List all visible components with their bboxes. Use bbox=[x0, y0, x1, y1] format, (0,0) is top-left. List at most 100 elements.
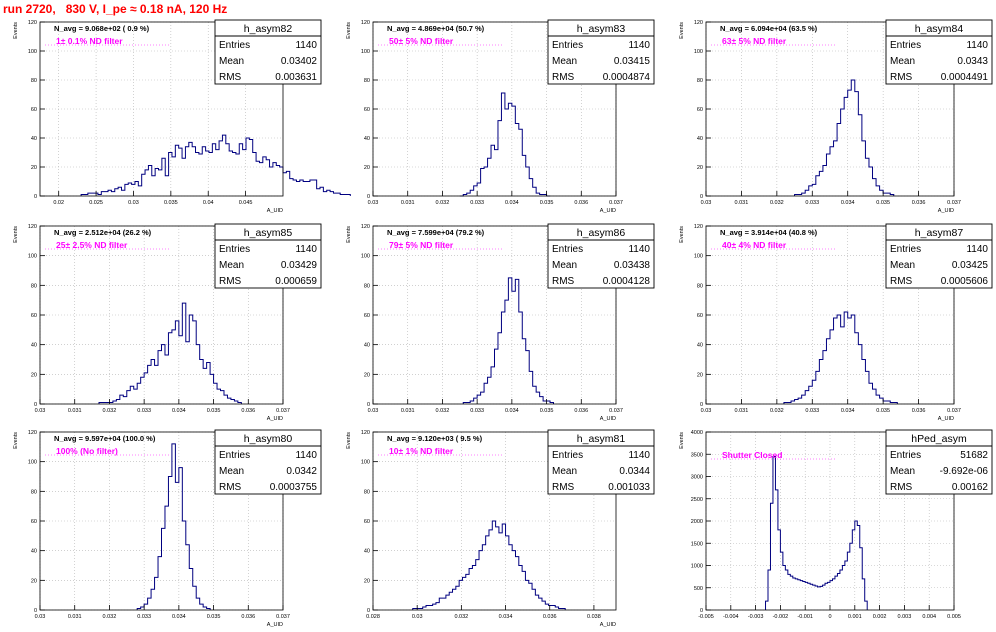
stats-box-frame bbox=[547, 19, 655, 85]
x-tick-label: 0.034 bbox=[841, 408, 855, 414]
y-tick-label: 80 bbox=[31, 283, 37, 289]
y-tick-label: 120 bbox=[28, 224, 37, 230]
stat-label: Mean bbox=[219, 56, 244, 67]
x-tick-label: 0.03 bbox=[35, 408, 46, 414]
y-tick-label: 20 bbox=[31, 372, 37, 378]
x-axis-title: A_UID bbox=[938, 208, 954, 214]
histogram-panel-h_asym81: 0.028 0.03 0.032 0.034 0.036 0.038 0 20 40 60 80 10… bbox=[346, 429, 655, 628]
x-tick-label: -0.003 bbox=[748, 614, 764, 620]
y-tick-label: 0 bbox=[700, 402, 703, 408]
y-tick-label: 60 bbox=[31, 313, 37, 319]
y-tick-label: 100 bbox=[28, 460, 37, 466]
x-tick-label: 0.033 bbox=[805, 408, 819, 414]
x-tick-label: 0.036 bbox=[912, 200, 926, 206]
x-tick-label: 0.03 bbox=[701, 408, 712, 414]
x-tick-label: 0.025 bbox=[89, 200, 103, 206]
navg-label: N_avg = 9.597e+04 (100.0 %) bbox=[54, 434, 156, 443]
stat-value: 0.0004491 bbox=[941, 72, 989, 83]
histogram-name: h_asym85 bbox=[244, 227, 293, 239]
y-axis-title: Events bbox=[679, 432, 685, 449]
x-tick-label: -0.004 bbox=[723, 614, 739, 620]
stat-label: Entries bbox=[552, 450, 583, 461]
x-tick-label: 0.002 bbox=[873, 614, 887, 620]
x-tick-label: -0.005 bbox=[698, 614, 714, 620]
x-tick-label: 0.033 bbox=[470, 200, 484, 206]
y-tick-label: 100 bbox=[694, 254, 703, 260]
histogram-series bbox=[412, 520, 566, 610]
x-tick-label: 0.035 bbox=[540, 408, 554, 414]
x-tick-label: 0.04 bbox=[203, 200, 214, 206]
y-tick-label: 0 bbox=[34, 194, 37, 200]
y-tick-label: 80 bbox=[364, 489, 370, 495]
stat-value: 0.0342 bbox=[286, 466, 317, 477]
filter-label: 63± 5% ND filter bbox=[722, 36, 787, 46]
x-axis-title: A_UID bbox=[267, 208, 283, 214]
y-tick-label: 0 bbox=[367, 608, 370, 614]
y-tick-label: 60 bbox=[364, 519, 370, 525]
y-tick-label: 40 bbox=[31, 343, 37, 349]
histogram-name: h_asym83 bbox=[577, 23, 626, 35]
stat-label: RMS bbox=[890, 276, 913, 287]
y-tick-label: 80 bbox=[697, 78, 703, 84]
x-axis-title: A_UID bbox=[267, 416, 283, 422]
stat-label: Mean bbox=[890, 466, 915, 477]
histogram-series bbox=[80, 134, 351, 196]
stat-value: 0.03429 bbox=[281, 260, 318, 271]
x-tick-label: 0.035 bbox=[207, 614, 221, 620]
y-tick-label: 2000 bbox=[691, 519, 703, 525]
stat-value: 1140 bbox=[295, 40, 317, 51]
histogram-panel-h_asym86: 0.03 0.031 0.032 0.033 0.034 0.035 0.036 0.037 0… bbox=[346, 223, 655, 422]
x-tick-label: 0.037 bbox=[609, 408, 623, 414]
x-tick-label: 0.036 bbox=[241, 408, 255, 414]
y-axis-title: Events bbox=[13, 432, 19, 449]
y-tick-label: 120 bbox=[361, 224, 370, 230]
x-tick-label: 0.033 bbox=[470, 408, 484, 414]
y-tick-label: 20 bbox=[31, 578, 37, 584]
stat-label: Entries bbox=[890, 244, 921, 255]
histogram-name: hPed_asym bbox=[911, 433, 967, 445]
stat-value: 0.0004874 bbox=[603, 72, 651, 83]
x-tick-label: 0.034 bbox=[505, 200, 519, 206]
x-tick-label: 0.035 bbox=[876, 408, 890, 414]
stat-label: RMS bbox=[219, 72, 242, 83]
y-axis-title: Events bbox=[346, 226, 352, 243]
navg-label: N_avg = 7.599e+04 (79.2 %) bbox=[387, 228, 485, 237]
stat-value: 1140 bbox=[628, 450, 650, 461]
y-tick-label: 40 bbox=[697, 136, 703, 142]
stat-value: 0.03415 bbox=[614, 56, 651, 67]
y-tick-label: 0 bbox=[367, 194, 370, 200]
stat-value: 0.0344 bbox=[619, 466, 650, 477]
x-tick-label: 0.036 bbox=[574, 408, 588, 414]
stats-box: h_asym80 Entries 1140 Mean 0.0342 RMS 0.000375… bbox=[214, 429, 322, 495]
stat-label: Mean bbox=[552, 466, 577, 477]
y-tick-label: 0 bbox=[34, 402, 37, 408]
histogram-name: h_asym80 bbox=[244, 433, 293, 445]
stat-label: Entries bbox=[219, 244, 250, 255]
stat-value: 0.0005606 bbox=[941, 276, 989, 287]
stat-label: RMS bbox=[552, 482, 575, 493]
y-tick-label: 100 bbox=[361, 254, 370, 260]
y-axis-title: Events bbox=[346, 432, 352, 449]
x-tick-label: 0.031 bbox=[735, 200, 749, 206]
x-tick-label: 0.003 bbox=[898, 614, 912, 620]
x-tick-label: 0.033 bbox=[805, 200, 819, 206]
x-tick-label: 0.03 bbox=[368, 408, 379, 414]
x-tick-label: 0.035 bbox=[540, 200, 554, 206]
stat-value: 0.0343 bbox=[957, 56, 988, 67]
y-tick-label: 1000 bbox=[691, 564, 703, 570]
y-tick-label: 100 bbox=[28, 254, 37, 260]
stats-box: h_asym84 Entries 1140 Mean 0.0343 RMS 0.000449… bbox=[885, 19, 993, 85]
x-tick-label: 0.02 bbox=[53, 200, 64, 206]
x-axis-title: A_UID bbox=[267, 622, 283, 628]
y-axis-title: Events bbox=[346, 22, 352, 39]
y-tick-label: 40 bbox=[364, 343, 370, 349]
stat-value: 0.03425 bbox=[952, 260, 989, 271]
stat-value: 0.000659 bbox=[275, 276, 317, 287]
y-tick-label: 40 bbox=[364, 549, 370, 555]
histogram-panel-h_asym82: 0.02 0.025 0.03 0.035 0.04 0.045 0 20 40 60 80 100 1… bbox=[13, 19, 351, 214]
x-tick-label: 0.005 bbox=[947, 614, 961, 620]
histogram-name: h_asym84 bbox=[915, 23, 964, 35]
x-tick-label: 0.038 bbox=[587, 614, 601, 620]
stat-value: 0.03438 bbox=[614, 260, 651, 271]
